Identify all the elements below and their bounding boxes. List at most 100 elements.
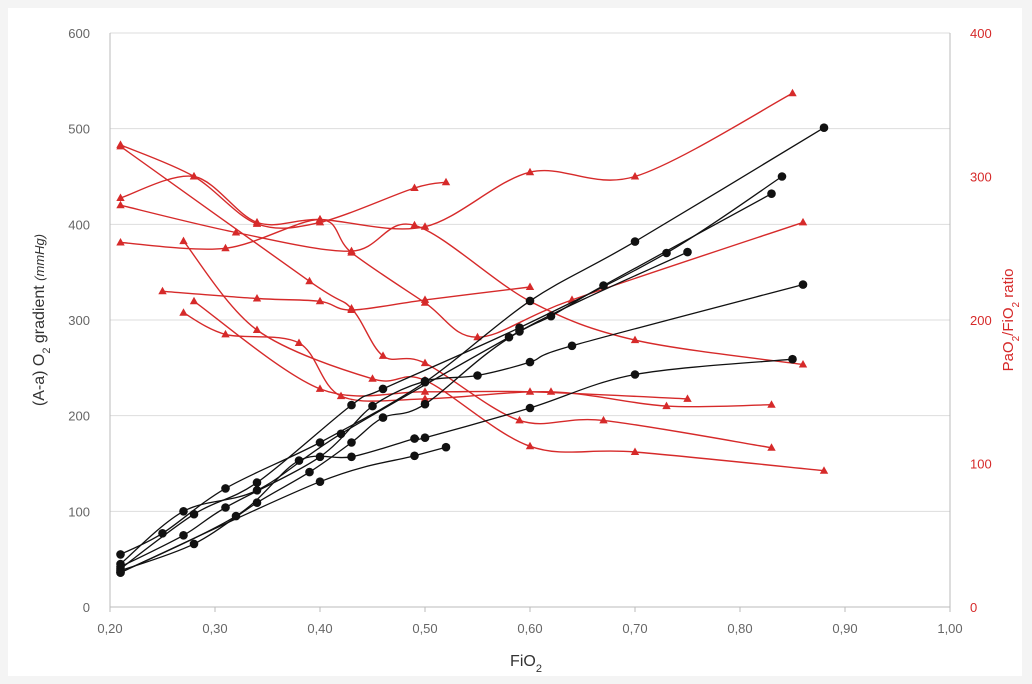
tick-labels: 0,20 0,30 0,40 0,50 0,60 0,70 0,80 0,90 1,00 0 100… <box>68 26 991 636</box>
left-axis-title-main: (A-a) O <box>31 354 48 406</box>
ratio-triangle-marker <box>410 220 419 229</box>
ratio-triangle-marker <box>189 296 199 305</box>
ratio-triangle-marker <box>315 384 325 392</box>
gradient-circle-marker <box>662 248 671 258</box>
gradient-circle-marker <box>116 568 125 577</box>
ratio-triangle-marker <box>819 466 829 474</box>
ratio-triangle-marker <box>515 415 524 424</box>
ratio-triangle-marker <box>347 248 356 256</box>
left-tick-label: 200 <box>68 409 90 424</box>
ratio-triangle-marker <box>767 400 776 408</box>
gradient-circle-marker <box>315 477 325 487</box>
ratio-triangle-marker <box>683 394 692 402</box>
gradient-circle-marker <box>347 452 356 462</box>
gradient-circle-marker <box>630 237 640 246</box>
ratio-triangle-marker <box>336 391 346 400</box>
x-tick-label: 0,60 <box>517 621 542 636</box>
ratio-triangle-marker <box>788 88 797 97</box>
gridlines <box>110 32 950 512</box>
ratio-triangle-marker <box>116 141 125 150</box>
x-tick-label: 0,90 <box>832 621 857 636</box>
gradient-circle-marker <box>347 400 356 410</box>
ratio-triangle-marker <box>473 332 482 341</box>
gradient-circle-marker <box>819 123 829 132</box>
ratio-triangle-marker <box>420 387 430 395</box>
ratio-triangle-marker <box>189 172 199 180</box>
ratio-triangle-marker <box>798 360 808 368</box>
axes <box>109 33 951 612</box>
left-axis-title-unit: (mmHg) <box>32 234 47 281</box>
left-axis-title: (A-a) O2 gradient (mmHg) <box>31 234 53 406</box>
gradient-circle-marker <box>410 451 419 461</box>
right-tick-label: 300 <box>970 170 992 185</box>
ratio-triangle-marker <box>179 308 188 316</box>
series-layer <box>116 88 829 577</box>
right-axis-title: PaO2/FiO2 ratio <box>1000 269 1022 372</box>
gradient-circle-marker <box>683 247 692 257</box>
x-tick-label: 0,50 <box>412 621 437 636</box>
left-tick-label: 500 <box>68 122 90 137</box>
gradient-circle-marker <box>294 456 304 465</box>
gradient-circle-marker <box>410 434 419 443</box>
gradient-circle-marker <box>179 531 188 540</box>
ratio-triangle-marker <box>525 441 535 450</box>
left-tick-label: 0 <box>83 600 90 615</box>
ratio-triangle-marker <box>221 243 230 252</box>
ratio-triangle-marker <box>158 286 167 295</box>
gradient-circle-marker <box>767 189 776 198</box>
left-tick-label: 400 <box>68 217 90 232</box>
gradient-circle-marker <box>525 296 535 306</box>
gradient-circle-marker <box>473 371 482 380</box>
gradient-circle-marker <box>599 281 608 290</box>
gradient-circle-marker <box>515 327 524 336</box>
ratio-triangle-marker <box>252 217 262 226</box>
ratio-triangle-marker <box>231 228 241 236</box>
x-tick-label: 0,20 <box>97 621 122 636</box>
ratio-series-line <box>162 286 531 311</box>
ratio-triangle-marker <box>347 305 356 313</box>
gradient-series-line <box>120 446 447 574</box>
ratio-triangle-marker <box>179 236 188 245</box>
ratio-triangle-marker <box>315 215 325 223</box>
right-axis-title-mid: /FiO <box>1000 308 1017 336</box>
gradient-circle-marker <box>788 354 797 364</box>
gradient-circle-marker <box>368 401 377 411</box>
gradient-circle-marker <box>378 384 388 394</box>
ratio-triangle-marker <box>525 167 535 176</box>
gradient-circle-marker <box>420 399 430 409</box>
gradient-circle-marker <box>420 376 430 386</box>
ratio-triangle-marker <box>525 282 535 290</box>
right-tick-label: 200 <box>970 313 992 328</box>
x-tick-label: 1,00 <box>937 621 962 636</box>
gradient-circle-marker <box>777 172 787 181</box>
ratio-triangle-marker <box>315 296 325 305</box>
gradient-circle-marker <box>441 442 451 452</box>
left-tick-label: 300 <box>68 313 90 328</box>
gradient-circle-marker <box>630 370 640 379</box>
ratio-triangle-marker <box>767 443 776 451</box>
right-tick-label: 400 <box>970 26 992 41</box>
ratio-triangle-marker <box>420 295 430 303</box>
gradient-circle-marker <box>798 280 808 289</box>
ratio-triangle-marker <box>630 172 640 180</box>
x-axis-title: FiO2 <box>510 653 542 675</box>
x-tick-label: 0,70 <box>622 621 647 636</box>
gradient-circle-marker <box>305 467 314 477</box>
left-axis-title-rest: gradient <box>31 281 48 348</box>
ratio-triangle-marker <box>116 200 125 209</box>
ratio-triangle-marker <box>525 387 535 395</box>
right-axis-title-sub2: 2 <box>1011 302 1022 308</box>
x-tick-label: 0,30 <box>202 621 227 636</box>
gradient-circle-marker <box>336 429 346 439</box>
ratio-triangle-marker <box>420 394 430 402</box>
ratio-triangle-marker <box>252 325 262 333</box>
right-axis-title-main: PaO <box>1000 341 1017 371</box>
ratio-triangle-marker <box>294 338 304 346</box>
right-tick-label: 0 <box>970 600 977 615</box>
ratio-triangle-marker <box>630 447 640 455</box>
right-tick-label: 100 <box>970 457 992 472</box>
left-tick-label: 100 <box>68 504 90 519</box>
ratio-triangle-marker <box>662 401 671 410</box>
right-axis-title-sub: 2 <box>1011 335 1022 341</box>
